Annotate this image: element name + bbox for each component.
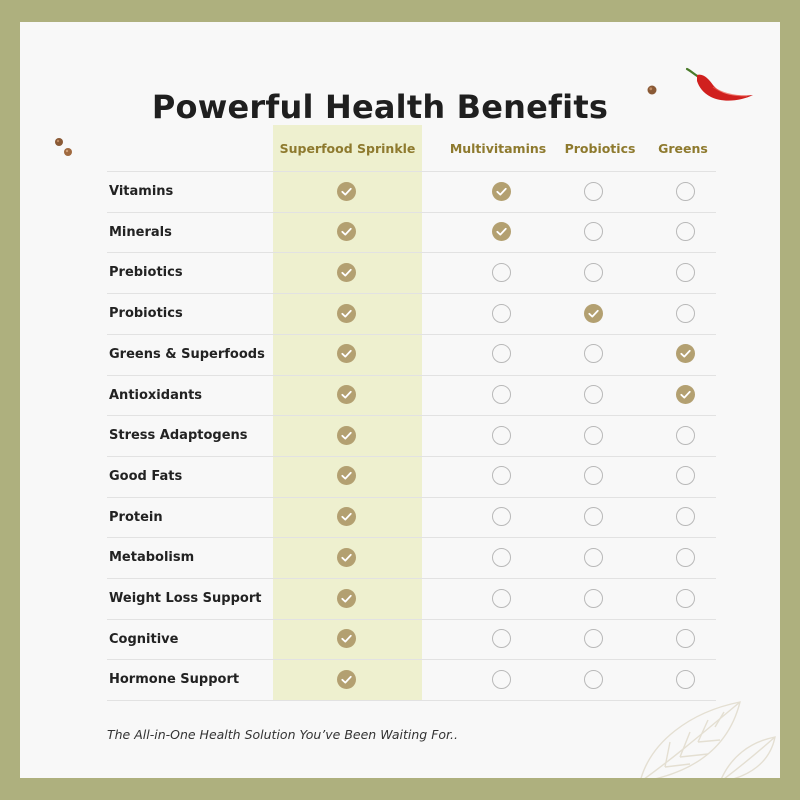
empty-circle-icon (676, 425, 695, 445)
empty-circle-icon (584, 262, 603, 282)
table-row: Cognitive (107, 618, 716, 659)
empty-circle-icon (492, 629, 511, 649)
empty-circle-icon (584, 466, 603, 486)
table-row: Stress Adaptogens (107, 415, 716, 455)
empty-circle-icon (492, 507, 511, 527)
check-circle-icon (337, 262, 356, 282)
table-row: Hormone Support (107, 659, 716, 699)
leaf-icon (640, 701, 776, 778)
empty-circle-icon (676, 588, 695, 608)
check-circle-icon (676, 385, 695, 404)
table-row: Antioxidants (107, 374, 716, 415)
check-circle-icon (337, 222, 356, 242)
empty-circle-icon (492, 385, 511, 404)
check-circle-icon (337, 466, 356, 486)
empty-circle-icon (584, 344, 603, 364)
empty-circle-icon (492, 425, 511, 445)
empty-circle-icon (676, 507, 695, 527)
check-circle-icon (676, 344, 695, 364)
empty-circle-icon (584, 669, 603, 689)
row-label: Prebiotics (109, 265, 183, 281)
check-circle-icon (492, 181, 511, 201)
check-circle-icon (337, 507, 356, 527)
page-title: Powerful Health Benefits (151, 88, 609, 126)
check-circle-icon (337, 629, 356, 649)
empty-circle-icon (584, 588, 603, 608)
column-header-greens: Greens (658, 141, 708, 156)
peppercorn-icon (647, 85, 657, 95)
table-row: Vitamins (107, 171, 716, 211)
empty-circle-icon (676, 222, 695, 242)
empty-circle-icon (584, 181, 603, 201)
check-circle-icon (492, 222, 511, 242)
row-label: Protein (109, 509, 163, 525)
row-label: Hormone Support (109, 672, 240, 688)
table-row: Weight Loss Support (107, 578, 716, 618)
check-circle-icon (337, 303, 356, 323)
empty-circle-icon (584, 222, 603, 242)
check-circle-icon (337, 385, 356, 404)
row-label: Vitamins (109, 184, 174, 199)
table-row: Good Fats (107, 455, 716, 496)
check-circle-icon (337, 669, 356, 689)
empty-circle-icon (492, 669, 511, 689)
table-row: Probiotics (107, 293, 716, 333)
empty-circle-icon (584, 385, 603, 404)
table-row: Greens & Superfoods (107, 333, 716, 374)
row-label: Stress Adaptogens (109, 428, 248, 444)
empty-circle-icon (676, 669, 695, 689)
empty-circle-icon (676, 629, 695, 649)
empty-circle-icon (584, 425, 603, 445)
empty-circle-icon (676, 303, 695, 323)
row-label: Greens & Superfoods (109, 346, 265, 362)
row-label: Antioxidants (109, 387, 203, 403)
row-label: Good Fats (109, 468, 183, 484)
empty-circle-icon (492, 344, 511, 364)
empty-circle-icon (676, 181, 695, 201)
empty-circle-icon (492, 588, 511, 608)
footer-tagline: The All-in-One Health Solution You’ve Be… (107, 727, 458, 742)
empty-circle-icon (676, 466, 695, 486)
check-circle-icon (337, 588, 356, 608)
check-circle-icon (337, 547, 356, 567)
row-label: Metabolism (109, 550, 195, 566)
empty-circle-icon (676, 262, 695, 282)
table-bottom-border (107, 700, 716, 702)
row-label: Minerals (109, 224, 172, 240)
row-label: Probiotics (109, 306, 183, 322)
table-row: Prebiotics (107, 252, 716, 292)
row-label: Cognitive (109, 631, 179, 647)
comparison-card: Powerful Health Benefits Superfood Sprin… (20, 22, 780, 778)
empty-circle-icon (492, 262, 511, 282)
empty-circle-icon (676, 547, 695, 567)
table-row: Protein (107, 496, 716, 537)
column-header-superfood: Superfood Sprinkle (279, 141, 416, 156)
check-circle-icon (337, 344, 356, 364)
empty-circle-icon (584, 507, 603, 527)
empty-circle-icon (584, 547, 603, 567)
empty-circle-icon (492, 466, 511, 486)
peppercorn-icon (55, 138, 72, 156)
check-circle-icon (337, 425, 356, 445)
column-header-probiotics: Probiotics (564, 141, 636, 156)
check-circle-icon (337, 181, 356, 201)
chili-pepper-icon (685, 67, 753, 101)
check-circle-icon (584, 303, 603, 323)
table-row: Minerals (107, 211, 716, 252)
empty-circle-icon (492, 303, 511, 323)
empty-circle-icon (492, 547, 511, 567)
table-row: Metabolism (107, 537, 716, 577)
column-header-multivitamins: Multivitamins (449, 141, 547, 156)
empty-circle-icon (584, 629, 603, 649)
row-label: Weight Loss Support (109, 591, 262, 606)
